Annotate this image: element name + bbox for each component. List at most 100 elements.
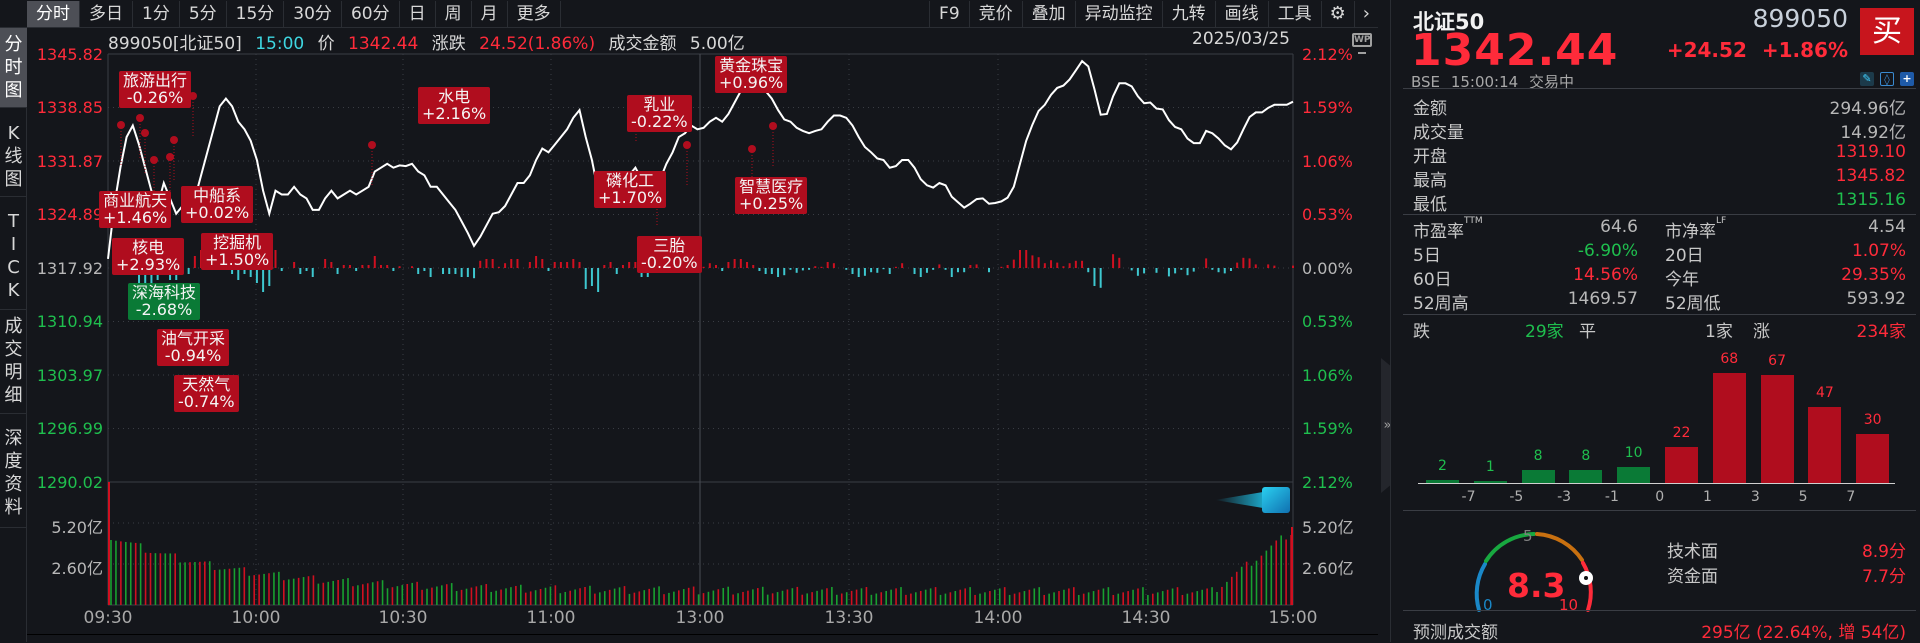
price-value: 1342.44 — [348, 34, 419, 54]
tab-day[interactable]: 日 — [400, 0, 436, 27]
draw-line-button[interactable]: 画线 — [1216, 0, 1269, 27]
distribution-bar — [1856, 434, 1890, 483]
annotation-deep-sea[interactable]: 深海科技 -2.68% — [128, 283, 201, 320]
pct-tick-2: 1.06% — [1302, 152, 1353, 171]
x-tick-1100: 11:00 — [526, 608, 576, 628]
distribution-bar-value: 30 — [1863, 412, 1882, 429]
price-label: 价 — [317, 34, 335, 54]
market-breadth: 跌 29家 平 1家 涨 234家 — [1413, 322, 1906, 342]
annotation-travel[interactable]: 旅游出行 -0.26% — [119, 71, 192, 108]
change-pct: +1.86% — [1761, 38, 1848, 62]
distribution-tick: 5 — [1798, 489, 1808, 505]
y-tick-7: 1296.99 — [36, 419, 103, 438]
tab-60min[interactable]: 60分 — [342, 0, 400, 27]
auction-button[interactable]: 竞价 — [970, 0, 1023, 27]
distribution-bar — [1808, 406, 1842, 483]
divider — [1403, 214, 1916, 215]
nav-trade-detail[interactable]: 成交明细 — [0, 310, 27, 414]
distribution-tick: -3 — [1557, 489, 1572, 505]
y-tick-2: 1331.87 — [36, 152, 103, 171]
intraday-chart[interactable] — [0, 0, 1380, 642]
tab-15min[interactable]: 15分 — [227, 0, 285, 27]
annotation-excavator[interactable]: 挖掘机 +1.50% — [201, 233, 274, 270]
tab-1min[interactable]: 1分 — [133, 0, 180, 27]
tab-more[interactable]: 更多 — [508, 0, 561, 27]
fund-label: 资金面 — [1667, 567, 1718, 587]
buy-button[interactable]: 买 — [1860, 8, 1914, 55]
security-name: 北证50 — [1413, 10, 1485, 34]
distribution-bar-value: 1 — [1485, 459, 1495, 475]
x-tick-1330: 13:30 — [824, 608, 874, 628]
tools-button[interactable]: 工具 — [1269, 0, 1322, 27]
tab-multi-day[interactable]: 多日 — [80, 0, 133, 27]
forecast-label: 预测成交额 — [1413, 623, 1498, 643]
distribution-bar-value: 8 — [1533, 448, 1543, 465]
bell-icon[interactable]: ◊ — [1880, 72, 1894, 86]
y-tick-3: 1324.89 — [36, 205, 103, 224]
nav-deep-data[interactable]: 深度资料 — [0, 414, 27, 528]
annotation-phosphorus[interactable]: 磷化工 +1.70% — [594, 171, 667, 208]
annotation-dairy[interactable]: 乳业 -0.22% — [627, 95, 692, 132]
distribution-tick: -5 — [1509, 489, 1524, 505]
x-tick-1430: 14:30 — [1121, 608, 1171, 628]
annotation-commercial-space[interactable]: 商业航天 +1.46% — [99, 191, 172, 228]
anomaly-monitor-button[interactable]: 异动监控 — [1076, 0, 1163, 27]
annotation-shipbuilding[interactable]: 中船系 +0.02% — [181, 186, 254, 223]
overlay-button[interactable]: 叠加 — [1023, 0, 1076, 27]
divider — [1403, 610, 1916, 611]
chevron-right-icon[interactable]: › — [1362, 2, 1370, 24]
security-code: 899050 — [1752, 4, 1848, 33]
annotation-hydropower[interactable]: 水电 +2.16% — [418, 87, 491, 124]
nav-intraday-chart[interactable]: 分时图 — [0, 28, 27, 108]
amount-value: 5.00亿 — [689, 34, 745, 54]
stat-52w: 52周高 1469.57 52周低 593.92 — [1413, 289, 1906, 314]
annotation-three-child[interactable]: 三胎 -0.20% — [637, 236, 702, 273]
tab-30min[interactable]: 30分 — [284, 0, 342, 27]
distribution-tick: 0 — [1655, 489, 1665, 505]
edit-icon[interactable]: ✎ — [1860, 72, 1874, 86]
nine-turn-button[interactable]: 九转 — [1163, 0, 1216, 27]
pct-tick-7: 1.59% — [1302, 419, 1353, 438]
plus-icon[interactable]: + — [1900, 72, 1914, 86]
f9-button[interactable]: F9 — [930, 0, 970, 27]
annotation-nuclear[interactable]: 核电 +2.93% — [112, 238, 185, 275]
annotation-oil-gas[interactable]: 油气开采 -0.94% — [157, 329, 230, 366]
trade-status: BSE 15:00:14 交易中 — [1411, 71, 1574, 92]
x-tick-1030: 10:30 — [378, 608, 428, 628]
wp-monitor-icon[interactable]: WP — [1352, 33, 1372, 54]
distribution-tick: 1 — [1703, 489, 1712, 505]
gear-icon[interactable]: ⚙ — [1322, 0, 1355, 27]
pct-tick-5: 0.53% — [1302, 312, 1353, 331]
tab-intraday[interactable]: 分时 — [27, 0, 80, 27]
annotation-smart-medical[interactable]: 智慧医疗 +0.25% — [735, 177, 808, 214]
tab-month[interactable]: 月 — [472, 0, 508, 27]
gauge-max: 10 — [1559, 596, 1579, 614]
pct-tick-1: 1.59% — [1302, 98, 1353, 117]
chart-date: 2025/03/25 — [1192, 29, 1290, 49]
gauge-min: 0 — [1483, 596, 1493, 614]
tech-score: 8.9分 — [1861, 542, 1906, 562]
stat-high: 最高 1345.82 — [1413, 166, 1906, 191]
tab-5min[interactable]: 5分 — [180, 0, 227, 27]
drag-handle-icon[interactable] — [1213, 486, 1292, 514]
market-status: 交易中 — [1528, 73, 1574, 91]
x-tick-1000: 10:00 — [231, 608, 281, 628]
distribution-bar — [1665, 447, 1698, 483]
distribution-bar — [1617, 466, 1651, 483]
distribution-bar — [1426, 479, 1459, 483]
annotation-natural-gas[interactable]: 天然气 -0.74% — [174, 375, 239, 412]
distribution-tick: 7 — [1846, 489, 1856, 505]
y-tick-0: 1345.82 — [36, 45, 103, 64]
stat-pe-pb: 市盈率TTM 64.6 市净率LF 4.54 — [1413, 216, 1906, 242]
stat-volume: 成交量 14.92亿 — [1413, 123, 1906, 143]
annotation-gold-jewelry[interactable]: 黄金珠宝 +0.96% — [715, 56, 788, 93]
distribution-tick: -1 — [1604, 489, 1619, 505]
divider — [1403, 510, 1916, 511]
quote-panel: 北证50 899050 1342.44 +24.52 +1.86% 买 BSE … — [1390, 0, 1920, 643]
x-tick-1300: 13:00 — [675, 608, 725, 628]
tab-week[interactable]: 周 — [436, 0, 472, 27]
period-toolbar: 分时 多日 1分 5分 15分 30分 60分 日 周 月 更多 F9 竞价 叠… — [0, 0, 1378, 28]
